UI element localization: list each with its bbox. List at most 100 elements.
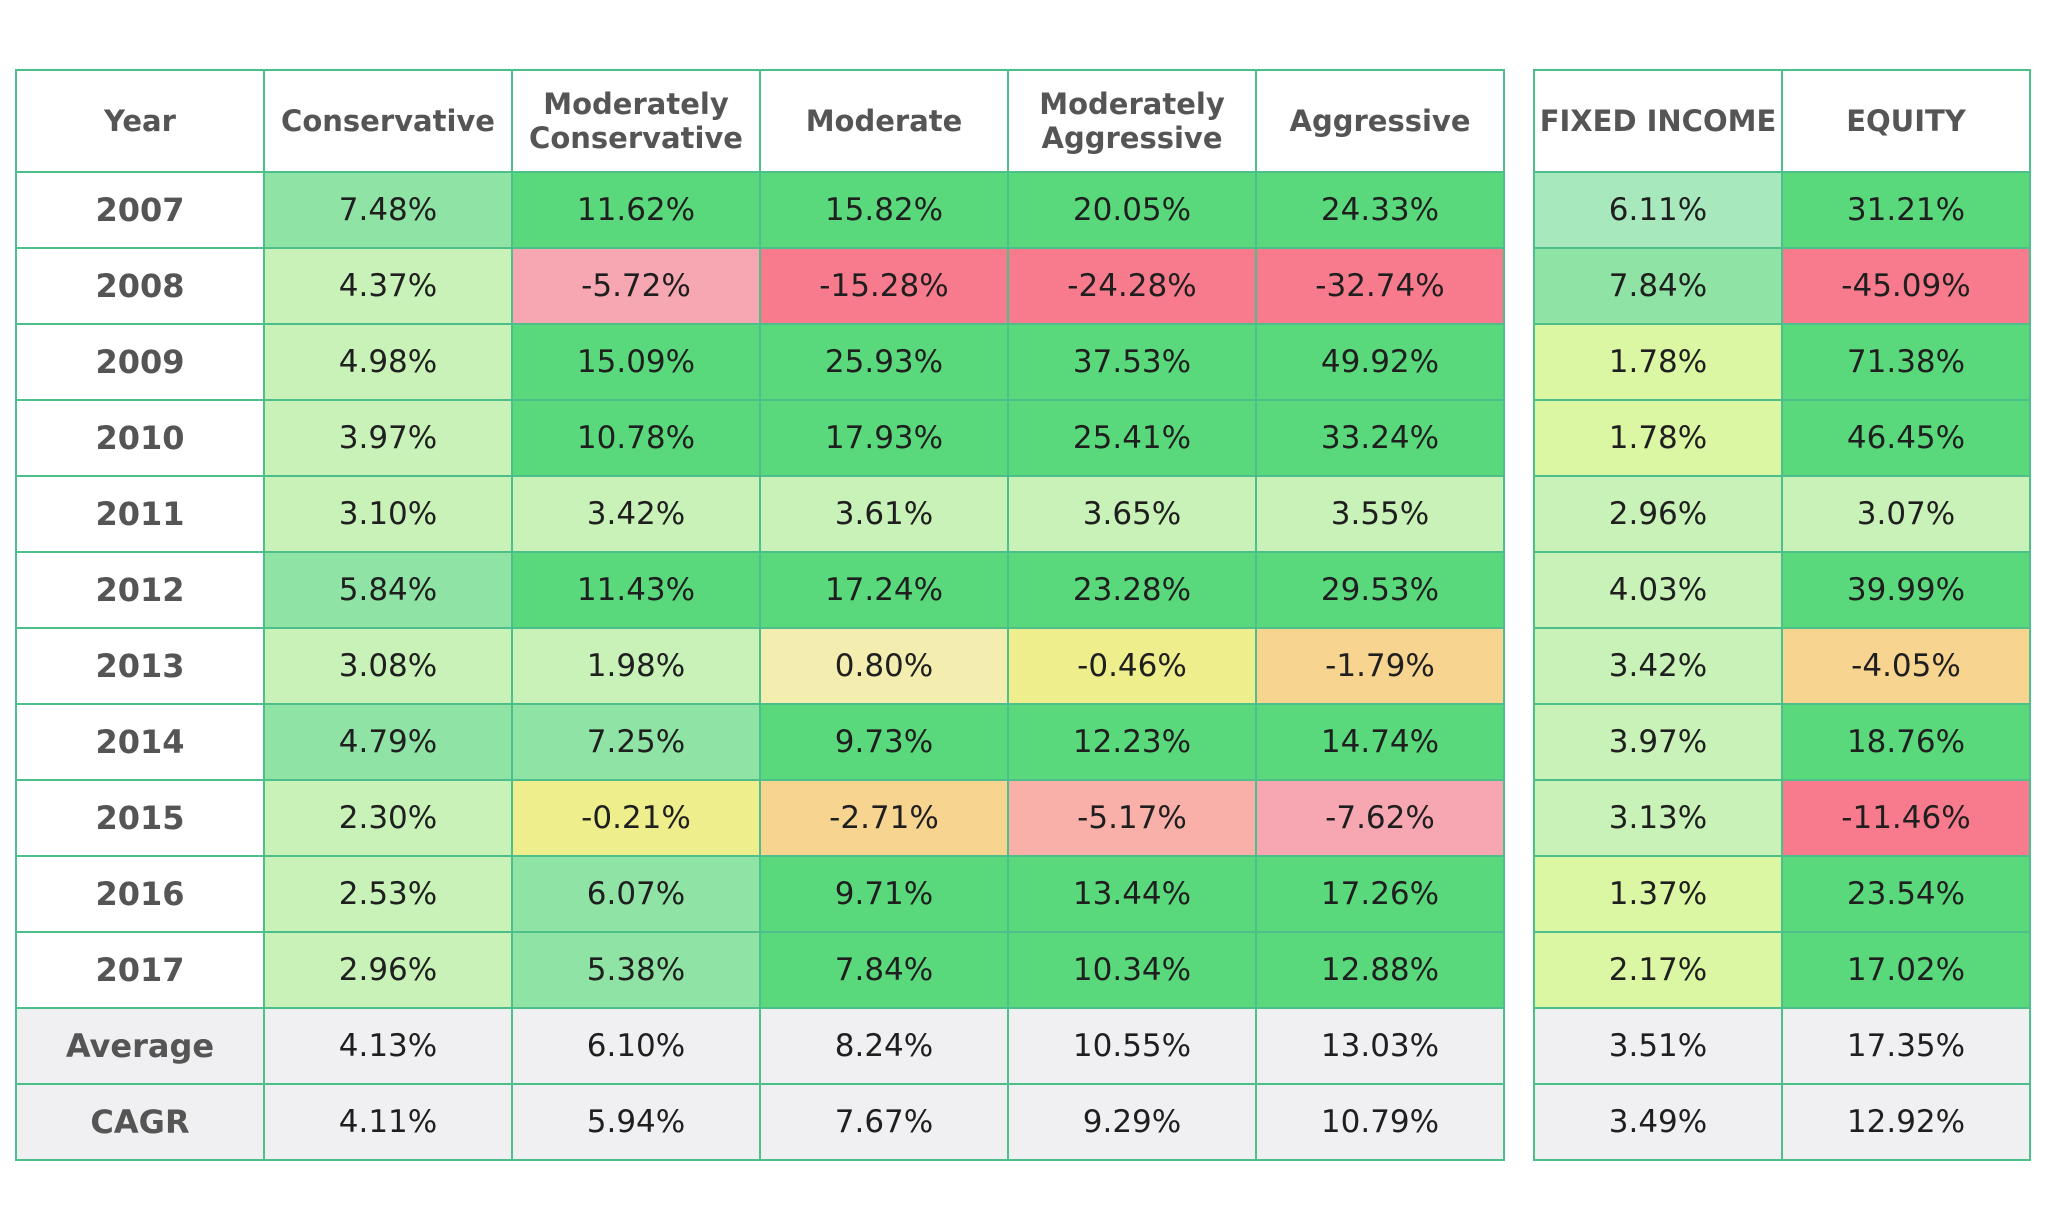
return-cell-equity: 3.07% bbox=[1781, 475, 2031, 553]
year-cell: 2009 bbox=[15, 323, 265, 401]
summary-cell-equity: 17.35% bbox=[1781, 1007, 2031, 1085]
return-cell-equity: -11.46% bbox=[1781, 779, 2031, 857]
table-row: 3.42% -4.05% bbox=[1533, 627, 2031, 705]
year-cell: 2014 bbox=[15, 703, 265, 781]
return-cell-moderate: 3.61% bbox=[759, 475, 1009, 553]
return-cell-aggressive: 12.88% bbox=[1255, 931, 1505, 1009]
year-cell: 2010 bbox=[15, 399, 265, 477]
return-cell-moderately-aggressive: 23.28% bbox=[1007, 551, 1257, 629]
return-cell-moderately-aggressive: 37.53% bbox=[1007, 323, 1257, 401]
return-cell-conservative: 4.37% bbox=[263, 247, 513, 325]
year-cell: 2011 bbox=[15, 475, 265, 553]
return-cell-conservative: 4.79% bbox=[263, 703, 513, 781]
summary-cell-moderately-aggressive: 10.55% bbox=[1007, 1007, 1257, 1085]
summary-row-average: 3.51% 17.35% bbox=[1533, 1007, 2031, 1085]
return-cell-moderately-conservative: 1.98% bbox=[511, 627, 761, 705]
year-cell: 2015 bbox=[15, 779, 265, 857]
return-cell-moderately-conservative: 11.43% bbox=[511, 551, 761, 629]
return-cell-fixed-income: 2.17% bbox=[1533, 931, 1783, 1009]
returns-table-portfolios: Year Conservative Moderately Conservative M… bbox=[15, 69, 1505, 1161]
summary-cell-moderate: 7.67% bbox=[759, 1083, 1009, 1161]
return-cell-moderate: 15.82% bbox=[759, 171, 1009, 249]
table-row: 3.13% -11.46% bbox=[1533, 779, 2031, 857]
return-cell-moderate: 17.24% bbox=[759, 551, 1009, 629]
return-cell-conservative: 5.84% bbox=[263, 551, 513, 629]
return-cell-conservative: 7.48% bbox=[263, 171, 513, 249]
return-cell-moderate: 9.73% bbox=[759, 703, 1009, 781]
return-cell-aggressive: 3.55% bbox=[1255, 475, 1505, 553]
return-cell-moderately-conservative: 11.62% bbox=[511, 171, 761, 249]
summary-cell-aggressive: 13.03% bbox=[1255, 1007, 1505, 1085]
return-cell-aggressive: -7.62% bbox=[1255, 779, 1505, 857]
table-row: 2013 3.08% 1.98% 0.80% -0.46% -1.79% bbox=[15, 627, 1505, 705]
return-cell-moderately-aggressive: 3.65% bbox=[1007, 475, 1257, 553]
return-cell-conservative: 4.98% bbox=[263, 323, 513, 401]
return-cell-aggressive: 33.24% bbox=[1255, 399, 1505, 477]
column-header-year: Year bbox=[15, 69, 265, 173]
summary-cell-conservative: 4.13% bbox=[263, 1007, 513, 1085]
return-cell-fixed-income: 1.37% bbox=[1533, 855, 1783, 933]
return-cell-aggressive: 49.92% bbox=[1255, 323, 1505, 401]
return-cell-moderate: 9.71% bbox=[759, 855, 1009, 933]
table-row: 2011 3.10% 3.42% 3.61% 3.65% 3.55% bbox=[15, 475, 1505, 553]
summary-cell-moderately-conservative: 6.10% bbox=[511, 1007, 761, 1085]
return-cell-moderate: 17.93% bbox=[759, 399, 1009, 477]
table-row: 1.78% 46.45% bbox=[1533, 399, 2031, 477]
year-cell: 2017 bbox=[15, 931, 265, 1009]
return-cell-moderately-aggressive: 12.23% bbox=[1007, 703, 1257, 781]
table-row: 2017 2.96% 5.38% 7.84% 10.34% 12.88% bbox=[15, 931, 1505, 1009]
column-header-moderate: Moderate bbox=[759, 69, 1009, 173]
return-cell-aggressive: 17.26% bbox=[1255, 855, 1505, 933]
summary-row-cagr: 3.49% 12.92% bbox=[1533, 1083, 2031, 1161]
return-cell-aggressive: -32.74% bbox=[1255, 247, 1505, 325]
return-cell-equity: 46.45% bbox=[1781, 399, 2031, 477]
summary-row-cagr: CAGR 4.11% 5.94% 7.67% 9.29% 10.79% bbox=[15, 1083, 1505, 1161]
column-header-moderately-conservative: Moderately Conservative bbox=[511, 69, 761, 173]
table-row: 2014 4.79% 7.25% 9.73% 12.23% 14.74% bbox=[15, 703, 1505, 781]
return-cell-moderate: 25.93% bbox=[759, 323, 1009, 401]
summary-label: CAGR bbox=[15, 1083, 265, 1161]
summary-cell-fixed-income: 3.51% bbox=[1533, 1007, 1783, 1085]
table-row: 2008 4.37% -5.72% -15.28% -24.28% -32.74% bbox=[15, 247, 1505, 325]
return-cell-aggressive: 14.74% bbox=[1255, 703, 1505, 781]
return-cell-moderately-aggressive: -0.46% bbox=[1007, 627, 1257, 705]
year-cell: 2012 bbox=[15, 551, 265, 629]
return-cell-moderately-conservative: 6.07% bbox=[511, 855, 761, 933]
year-cell: 2013 bbox=[15, 627, 265, 705]
return-cell-moderate: -2.71% bbox=[759, 779, 1009, 857]
return-cell-moderately-aggressive: 13.44% bbox=[1007, 855, 1257, 933]
summary-label: Average bbox=[15, 1007, 265, 1085]
returns-table-asset-classes: FIXED INCOME EQUITY 6.11% 31.21% 7.84% -45.0… bbox=[1533, 69, 2031, 1161]
table-row: 2007 7.48% 11.62% 15.82% 20.05% 24.33% bbox=[15, 171, 1505, 249]
return-cell-equity: 39.99% bbox=[1781, 551, 2031, 629]
return-cell-fixed-income: 1.78% bbox=[1533, 399, 1783, 477]
return-cell-fixed-income: 2.96% bbox=[1533, 475, 1783, 553]
return-cell-fixed-income: 3.42% bbox=[1533, 627, 1783, 705]
summary-cell-fixed-income: 3.49% bbox=[1533, 1083, 1783, 1161]
return-cell-moderately-aggressive: 25.41% bbox=[1007, 399, 1257, 477]
table-row: 1.37% 23.54% bbox=[1533, 855, 2031, 933]
column-header-moderately-aggressive: Moderately Aggressive bbox=[1007, 69, 1257, 173]
column-header-aggressive: Aggressive bbox=[1255, 69, 1505, 173]
table-row: 2015 2.30% -0.21% -2.71% -5.17% -7.62% bbox=[15, 779, 1505, 857]
table-row: 6.11% 31.21% bbox=[1533, 171, 2031, 249]
return-cell-fixed-income: 4.03% bbox=[1533, 551, 1783, 629]
return-cell-moderately-conservative: 10.78% bbox=[511, 399, 761, 477]
column-header-equity: EQUITY bbox=[1781, 69, 2031, 173]
header-row-portfolios: Year Conservative Moderately Conservative M… bbox=[15, 69, 1505, 173]
year-cell: 2007 bbox=[15, 171, 265, 249]
table-row: 3.97% 18.76% bbox=[1533, 703, 2031, 781]
return-cell-fixed-income: 1.78% bbox=[1533, 323, 1783, 401]
year-cell: 2016 bbox=[15, 855, 265, 933]
summary-cell-conservative: 4.11% bbox=[263, 1083, 513, 1161]
return-cell-equity: 18.76% bbox=[1781, 703, 2031, 781]
return-cell-conservative: 3.97% bbox=[263, 399, 513, 477]
return-cell-moderately-conservative: 3.42% bbox=[511, 475, 761, 553]
return-cell-aggressive: 29.53% bbox=[1255, 551, 1505, 629]
table-row: 2009 4.98% 15.09% 25.93% 37.53% 49.92% bbox=[15, 323, 1505, 401]
table-row: 2.96% 3.07% bbox=[1533, 475, 2031, 553]
return-cell-equity: 71.38% bbox=[1781, 323, 2031, 401]
return-cell-fixed-income: 6.11% bbox=[1533, 171, 1783, 249]
return-cell-fixed-income: 3.13% bbox=[1533, 779, 1783, 857]
return-cell-moderately-conservative: 15.09% bbox=[511, 323, 761, 401]
